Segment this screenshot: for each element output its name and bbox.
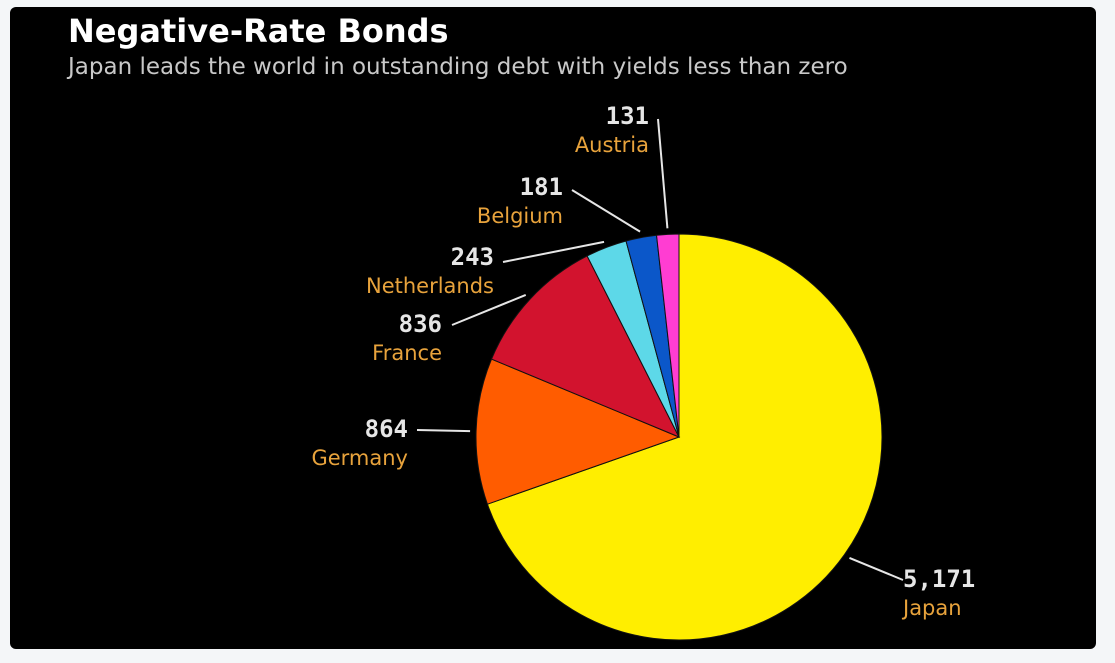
category-label-japan: Japan [901, 596, 962, 620]
category-label-austria: Austria [575, 133, 649, 157]
value-label-austria: 131 [606, 102, 649, 130]
pie-slice-austria [655, 233, 680, 438]
pie-slice-japan [486, 233, 883, 641]
leader-line-france [451, 293, 527, 326]
value-label-germany: 864 [365, 415, 408, 443]
leader-line-belgium [571, 189, 641, 233]
value-label-france: 836 [399, 310, 442, 338]
pie-slice-france [490, 255, 681, 438]
category-label-germany: Germany [311, 446, 408, 470]
chart-card: Negative-Rate Bonds Japan leads the worl… [10, 7, 1096, 649]
value-label-belgium: 181 [520, 173, 563, 201]
category-label-belgium: Belgium [477, 204, 563, 228]
category-label-france: France [372, 341, 442, 365]
chart-title: Negative-Rate Bonds [68, 12, 449, 50]
value-label-netherlands: 243 [451, 243, 494, 271]
chart-subtitle: Japan leads the world in outstanding deb… [68, 54, 848, 80]
pie-slice-germany [475, 358, 681, 505]
pie-chart: 5,171 Japan 864 Germany 836 France 243 Netherla… [311, 102, 975, 641]
leader-line-netherlands [502, 240, 605, 263]
value-label-japan: 5,171 [903, 565, 975, 593]
leader-line-austria [657, 118, 669, 229]
leader-line-japan [849, 556, 904, 581]
category-label-netherlands: Netherlands [366, 274, 494, 298]
leader-line-germany [416, 429, 471, 433]
